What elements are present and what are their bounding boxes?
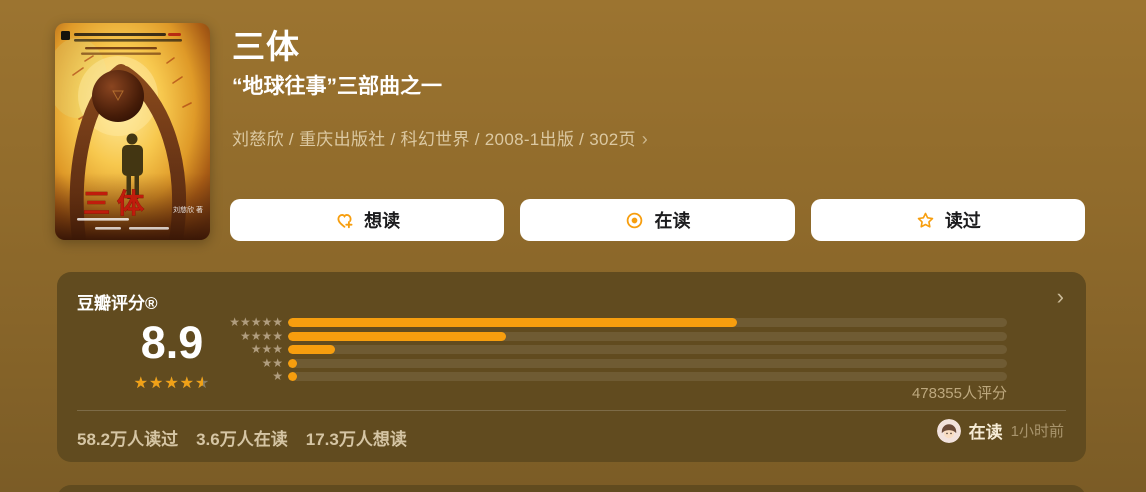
action-button-row: 想读 在读 读过 — [230, 199, 1085, 241]
histogram-bar-fill — [288, 358, 297, 368]
cover-figure — [122, 133, 143, 199]
cover-top-text — [61, 31, 182, 55]
votes-count: 478355人评分 — [911, 385, 1007, 402]
histogram-star-label: ★★★ — [250, 342, 283, 356]
activity-time: 1小时前 — [1010, 423, 1064, 440]
histogram-row: ★ — [222, 369, 1007, 383]
reading-stats-row: 58.2万人读过 3.6万人在读 17.3万人想读 — [77, 425, 407, 450]
book-cover-art: 三体 刘慈欣 著 — [55, 23, 210, 240]
score-block: 8.9 ★★★★★ ★★★★★ — [77, 320, 267, 393]
book-subtitle: “地球往事”三部曲之一 — [232, 75, 442, 98]
stat-want: 17.3万人想读 — [305, 430, 407, 449]
want-to-read-label: 想读 — [364, 211, 401, 231]
score-stars-base: ★★★★★ — [133, 375, 211, 392]
book-cover[interactable]: 三体 刘慈欣 著 — [55, 23, 210, 240]
rating-card-title: 豆瓣评分® — [77, 294, 158, 313]
histogram-bar-track — [288, 372, 1007, 381]
stat-read: 58.2万人读过 — [77, 430, 179, 449]
star-outline-icon — [915, 210, 936, 231]
histogram-bar-track — [288, 345, 1007, 354]
card-divider — [77, 410, 1066, 411]
score-value: 8.9 — [140, 317, 204, 368]
rating-histogram: ★★★★★ ★★★★ ★★★ ★★ ★ — [222, 315, 1007, 386]
page-title: 三体 — [232, 28, 300, 65]
histogram-row: ★★★ — [222, 342, 1007, 356]
stat-reading: 3.6万人在读 — [196, 430, 288, 449]
chevron-right-icon[interactable]: › — [1056, 284, 1064, 309]
heart-plus-icon — [334, 210, 355, 231]
reading-label: 在读 — [654, 211, 691, 231]
histogram-row: ★★★★ — [222, 328, 1007, 343]
want-to-read-button[interactable]: 想读 — [230, 199, 505, 241]
avatar — [936, 418, 961, 443]
cover-title-text: 三体 — [83, 189, 151, 219]
have-read-label: 读过 — [944, 211, 981, 231]
histogram-row: ★★★★★ — [222, 315, 1007, 329]
book-meta-text: 刘慈欣 / 重庆出版社 / 科幻世界 / 2008-1出版 / 302页 — [232, 130, 636, 149]
histogram-star-label: ★★ — [261, 355, 283, 370]
have-read-button[interactable]: 读过 — [810, 199, 1085, 241]
histogram-row: ★★ — [222, 355, 1007, 370]
histogram-bar-track — [288, 331, 1007, 341]
book-meta-row[interactable]: 刘慈欣 / 重庆出版社 / 科幻世界 / 2008-1出版 / 302页 › — [232, 125, 648, 150]
histogram-bar-fill — [288, 345, 336, 354]
score-stars-filled: ★★★★★ — [133, 376, 203, 392]
histogram-bar-fill — [288, 331, 506, 341]
cover-sphere — [92, 70, 144, 122]
histogram-bar-fill — [288, 372, 297, 381]
histogram-star-label: ★★★★★ — [229, 315, 283, 329]
histogram-bar-fill — [288, 318, 737, 327]
reading-button[interactable]: 在读 — [520, 199, 795, 241]
histogram-star-label: ★ — [272, 369, 283, 383]
score-stars: ★★★★★ ★★★★★ — [134, 376, 211, 392]
friend-activity[interactable]: 在读 1小时前 — [936, 418, 1064, 443]
activity-status: 在读 — [968, 423, 1003, 442]
cover-author-credit: 刘慈欣 著 — [173, 205, 203, 214]
record-icon — [624, 210, 645, 231]
chevron-right-icon: › — [641, 129, 649, 149]
douban-rating-card: 豆瓣评分® › 8.9 ★★★★★ ★★★★★ ★★★★★ ★★★★ ★★★ ★★ ★ … — [57, 272, 1086, 462]
histogram-star-label: ★★★★ — [239, 328, 283, 343]
histogram-bar-track — [288, 358, 1007, 368]
next-card-peek — [57, 485, 1086, 492]
cover-bottom-text — [77, 218, 169, 230]
histogram-bar-track — [288, 318, 1007, 327]
